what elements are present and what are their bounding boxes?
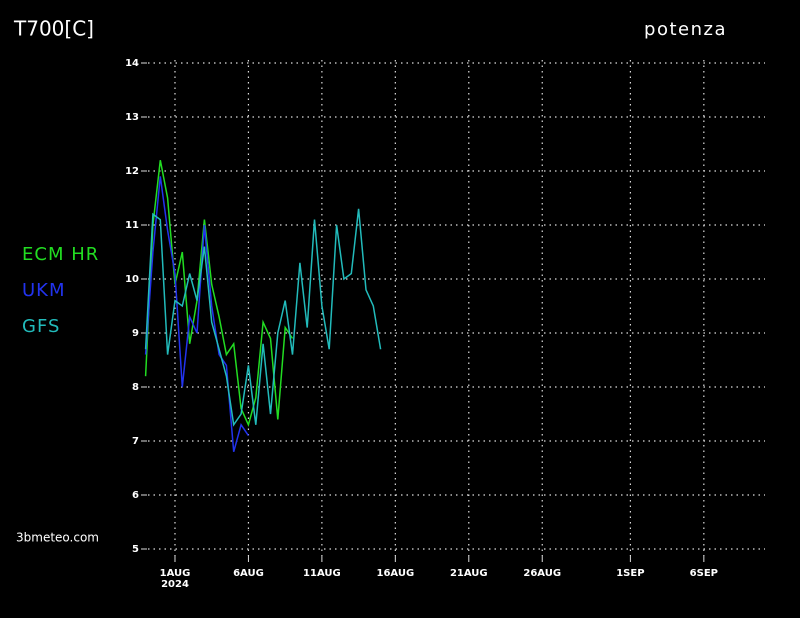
y-tick-label: 14 bbox=[125, 58, 139, 69]
x-year-label: 2024 bbox=[161, 579, 189, 590]
x-tick-label: 21AUG bbox=[450, 568, 488, 579]
chart-title: T700[C] bbox=[13, 17, 94, 41]
y-tick-label: 11 bbox=[125, 220, 139, 231]
x-tick-label: 1AUG bbox=[160, 568, 191, 579]
series-line bbox=[144, 160, 294, 428]
x-tick-label: 6AUG bbox=[233, 568, 264, 579]
series-line bbox=[144, 208, 382, 427]
y-tick-label: 5 bbox=[132, 544, 139, 555]
credit: 3bmeteo.com bbox=[16, 531, 99, 545]
legend-label: ECM HR bbox=[22, 244, 99, 265]
y-tick-label: 9 bbox=[132, 328, 139, 339]
y-tick-label: 7 bbox=[132, 436, 139, 447]
x-tick-label: 16AUG bbox=[376, 568, 414, 579]
y-tick-label: 8 bbox=[132, 382, 139, 393]
y-tick-label: 12 bbox=[125, 166, 139, 177]
y-tick-label: 10 bbox=[125, 274, 139, 285]
chart-subtitle: potenza bbox=[644, 19, 727, 40]
series-line bbox=[144, 176, 250, 452]
legend-label: UKM bbox=[22, 280, 66, 301]
y-tick-label: 13 bbox=[125, 112, 139, 123]
legend-label: GFS bbox=[22, 316, 60, 337]
x-tick-label: 6SEP bbox=[690, 568, 718, 579]
y-tick-label: 6 bbox=[132, 490, 139, 501]
x-tick-label: 11AUG bbox=[303, 568, 341, 579]
x-tick-label: 26AUG bbox=[523, 568, 561, 579]
x-tick-label: 1SEP bbox=[616, 568, 644, 579]
